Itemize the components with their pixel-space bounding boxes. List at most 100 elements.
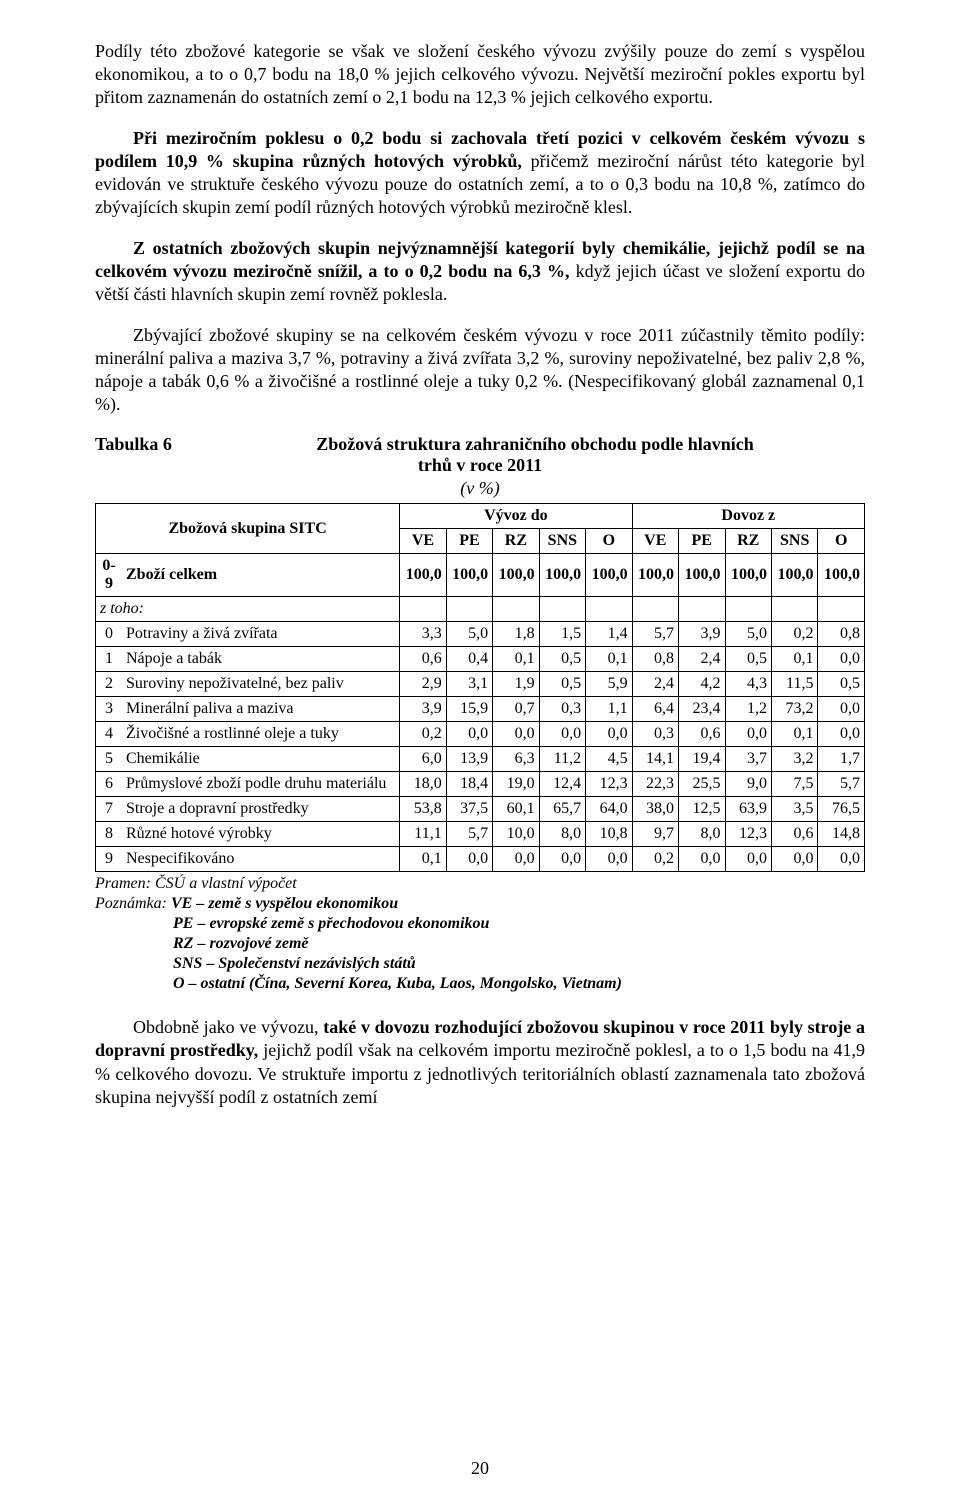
cell: 0,5: [539, 672, 585, 697]
paragraph-4: Zbývající zbožové skupiny se na celkovém…: [95, 324, 865, 416]
cell: 0,5: [539, 647, 585, 672]
cell: 0,0: [818, 847, 865, 872]
source-line1: Pramen: ČSÚ a vlastní výpočet: [95, 874, 865, 894]
row-num: 6: [96, 772, 123, 797]
cell: 100,0: [679, 554, 725, 597]
row-label: Živočišné a rostlinné oleje a tuky: [122, 722, 400, 747]
cell: 100,0: [400, 554, 446, 597]
cell: 18,4: [446, 772, 492, 797]
cell: 3,2: [771, 747, 817, 772]
cell: 12,4: [539, 772, 585, 797]
cell: 0,0: [493, 722, 539, 747]
cell: 5,9: [586, 672, 632, 697]
cell: 0,0: [586, 847, 632, 872]
col-VE-1: VE: [400, 529, 446, 554]
table-label: Tabulka 6: [95, 434, 265, 455]
table-title-row: Tabulka 6 Zbožová struktura zahraničního…: [95, 434, 865, 455]
table-head: Zbožová skupina SITC Vývoz do Dovoz z VE…: [96, 504, 865, 554]
source-line6: O – ostatní (Čína, Severní Korea, Kuba, …: [95, 974, 865, 994]
cell: 5,7: [446, 822, 492, 847]
cell: 0,0: [771, 847, 817, 872]
cell: 4,3: [725, 672, 771, 697]
cell: [818, 597, 865, 622]
table-row: 7Stroje a dopravní prostředky53,837,560,…: [96, 797, 865, 822]
table-body: 0-9Zboží celkem100,0100,0100,0100,0100,0…: [96, 554, 865, 872]
row-num: 0: [96, 622, 123, 647]
row-label: Průmyslové zboží podle druhu materiálu: [122, 772, 400, 797]
row-num: 3: [96, 697, 123, 722]
table-row: 6Průmyslové zboží podle druhu materiálu 1…: [96, 772, 865, 797]
cell: 8,0: [539, 822, 585, 847]
cell: 0,0: [725, 722, 771, 747]
cell: 25,5: [679, 772, 725, 797]
cell: 19,4: [679, 747, 725, 772]
cell: 23,4: [679, 697, 725, 722]
cell: 0,0: [818, 647, 865, 672]
cell: 3,9: [400, 697, 446, 722]
cell: 0,6: [679, 722, 725, 747]
cell: 13,9: [446, 747, 492, 772]
row-num: 7: [96, 797, 123, 822]
table-row: z toho:: [96, 597, 865, 622]
row-label: Nespecifikováno: [122, 847, 400, 872]
row-num: 5: [96, 747, 123, 772]
paragraph-3: Z ostatních zbožových skupin nejvýznamně…: [95, 237, 865, 306]
page: Podíly této zbožové kategorie se však ve…: [0, 0, 960, 1499]
cell: 0,1: [586, 647, 632, 672]
cell: 5,0: [725, 622, 771, 647]
cell: [493, 597, 539, 622]
table-row: 1Nápoje a tabák0,60,40,10,50,10,82,40,50…: [96, 647, 865, 672]
cell: 0,1: [400, 847, 446, 872]
cell: 100,0: [725, 554, 771, 597]
cell: 11,1: [400, 822, 446, 847]
cell: 22,3: [632, 772, 678, 797]
table-row: 0-9Zboží celkem100,0100,0100,0100,0100,0…: [96, 554, 865, 597]
cell: 1,5: [539, 622, 585, 647]
paragraph-5: Obdobně jako ve vývozu, také v dovozu ro…: [95, 1016, 865, 1108]
cell: 1,7: [818, 747, 865, 772]
row-label: Minerální paliva a maziva: [122, 697, 400, 722]
cell: 19,0: [493, 772, 539, 797]
cell: 15,9: [446, 697, 492, 722]
cell: 76,5: [818, 797, 865, 822]
cell: 0,5: [818, 672, 865, 697]
cell: 6,3: [493, 747, 539, 772]
paragraph-2: Při meziročním poklesu o 0,2 bodu si zac…: [95, 127, 865, 219]
cell: 1,4: [586, 622, 632, 647]
row-label: Nápoje a tabák: [122, 647, 400, 672]
cell: 100,0: [632, 554, 678, 597]
row-num: 9: [96, 847, 123, 872]
cell: 60,1: [493, 797, 539, 822]
cell: 73,2: [771, 697, 817, 722]
table-row: 3Minerální paliva a maziva3,915,90,70,31…: [96, 697, 865, 722]
cell: 5,0: [446, 622, 492, 647]
cell: 1,9: [493, 672, 539, 697]
cell: 10,8: [586, 822, 632, 847]
corner-header: Zbožová skupina SITC: [96, 504, 400, 554]
col-VE-2: VE: [632, 529, 678, 554]
source-note-label: Poznámka:: [95, 895, 171, 912]
cell: 100,0: [446, 554, 492, 597]
cell: 1,2: [725, 697, 771, 722]
table-row: 2Suroviny nepoživatelné, bez paliv2,93,1…: [96, 672, 865, 697]
cell: 5,7: [632, 622, 678, 647]
source-line4: RZ – rozvojové země: [95, 934, 865, 954]
source-line2-bold: VE – země s vyspělou ekonomikou: [171, 895, 398, 912]
cell: 12,5: [679, 797, 725, 822]
cell: 0,1: [493, 647, 539, 672]
table-row: 9Nespecifikováno0,10,00,00,00,00,20,00,0…: [96, 847, 865, 872]
row-num: 0-9: [96, 554, 123, 597]
cell: 0,5: [725, 647, 771, 672]
cell: 64,0: [586, 797, 632, 822]
source-line3: PE – evropské země s přechodovou ekonomi…: [95, 914, 865, 934]
cell: 9,0: [725, 772, 771, 797]
row-num: 4: [96, 722, 123, 747]
cell: 0,0: [446, 722, 492, 747]
col-PE-2: PE: [679, 529, 725, 554]
cell: [679, 597, 725, 622]
cell: 4,2: [679, 672, 725, 697]
cell: 9,7: [632, 822, 678, 847]
cell: 0,0: [586, 722, 632, 747]
table-row: 5Chemikálie6,013,96,311,24,514,119,43,73…: [96, 747, 865, 772]
cell: 0,0: [818, 697, 865, 722]
